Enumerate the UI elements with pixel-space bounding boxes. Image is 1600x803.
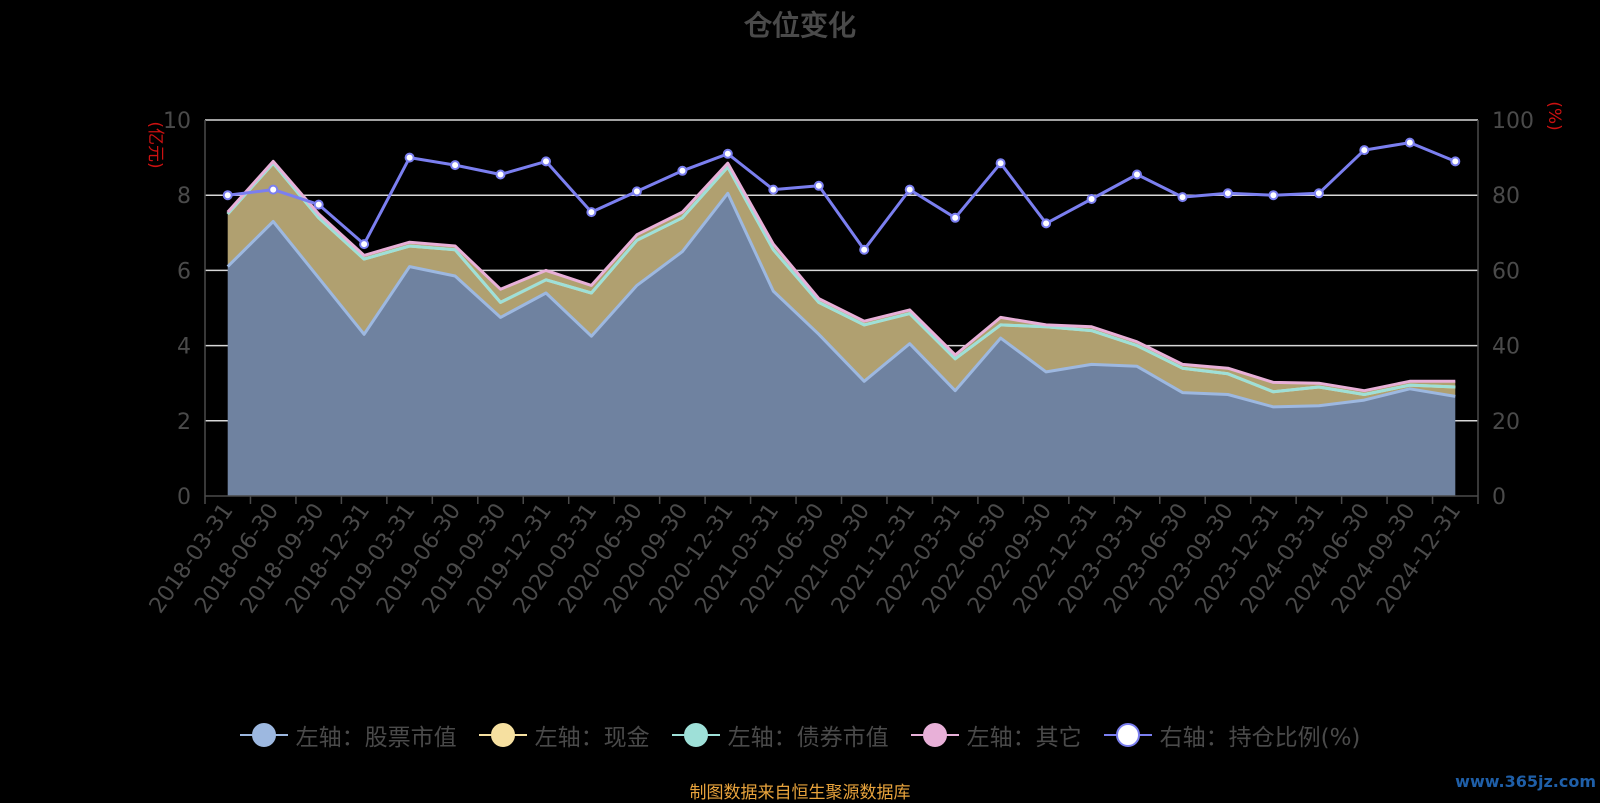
left-tick-label: 2 xyxy=(177,410,191,435)
ratio-point xyxy=(1359,145,1370,156)
left-tick-label: 8 xyxy=(177,184,191,209)
right-axis-unit: (%) xyxy=(1544,101,1564,130)
ratio-point xyxy=(541,156,551,167)
right-tick-label: 100 xyxy=(1492,109,1534,134)
ratio-point xyxy=(1177,192,1188,203)
ratio-point xyxy=(995,158,1006,169)
left-tick-label: 6 xyxy=(177,259,191,284)
chart-title: 仓位变化 xyxy=(743,9,856,42)
ratio-point xyxy=(268,184,279,195)
ratio-point xyxy=(813,180,824,191)
legend-marker-icon xyxy=(1103,722,1152,748)
ratio-point xyxy=(950,212,961,223)
left-tick-label: 10 xyxy=(163,109,191,134)
left-axis-unit: (亿元) xyxy=(145,121,165,168)
stacked-areas xyxy=(226,159,1456,497)
legend-label: 左轴：其它 xyxy=(966,725,1082,751)
area-line-2 xyxy=(226,161,1456,396)
ratio-point xyxy=(1086,194,1097,204)
left-tick-label: 0 xyxy=(177,485,191,510)
ratio-point xyxy=(904,184,915,195)
right-tick-label: 20 xyxy=(1492,410,1520,435)
ratio-point xyxy=(1222,188,1233,199)
legend-item[interactable]: 左轴：现金 xyxy=(478,718,650,752)
legend-item[interactable]: 左轴：股票市值 xyxy=(239,718,457,752)
legend-marker-icon xyxy=(671,722,720,748)
ratio-point xyxy=(450,160,461,171)
legend-marker-icon xyxy=(478,722,527,748)
right-tick-label: 40 xyxy=(1492,335,1520,360)
ratio-point xyxy=(677,165,688,176)
ratio-point xyxy=(1268,190,1279,201)
legend-label: 左轴：现金 xyxy=(534,725,650,751)
area-0 xyxy=(227,193,1456,497)
ratio-point xyxy=(631,186,642,197)
left-tick-label: 4 xyxy=(177,335,191,360)
legend: 左轴：股票市值 左轴：现金 左轴：债券市值 左轴：其它 右轴：持仓比例(%) xyxy=(0,718,1600,752)
legend-label: 左轴：股票市值 xyxy=(295,725,457,751)
ratio-point xyxy=(495,169,506,180)
line-4 xyxy=(227,141,1456,252)
area-1 xyxy=(227,163,1456,407)
legend-item[interactable]: 右轴：持仓比例(%) xyxy=(1103,718,1361,752)
ratio-point xyxy=(859,244,870,255)
watermark: www.365jz.com xyxy=(1455,772,1596,791)
right-tick-label: 80 xyxy=(1492,184,1520,209)
right-tick-label: 60 xyxy=(1492,259,1520,284)
ratio-point xyxy=(1404,137,1415,148)
data-source-note: 制图数据来自恒生聚源数据库 xyxy=(689,783,911,803)
legend-item[interactable]: 左轴：债券市值 xyxy=(671,718,889,752)
ratio-point xyxy=(313,199,324,210)
ratio-point xyxy=(722,148,733,159)
area-line-3 xyxy=(226,159,1456,393)
ratio-point xyxy=(1132,169,1142,180)
ratio-point xyxy=(404,152,415,163)
area-line-0 xyxy=(226,191,1456,409)
ratio-point xyxy=(586,207,597,218)
ratio-point xyxy=(222,190,233,201)
legend-marker-icon xyxy=(910,722,959,748)
ratio-point xyxy=(1313,188,1324,199)
ratio-point xyxy=(359,239,370,250)
legend-marker-icon xyxy=(239,722,288,748)
ratio-point xyxy=(1041,218,1052,229)
legend-item[interactable]: 左轴：其它 xyxy=(910,718,1082,752)
ratio-line xyxy=(222,137,1461,255)
legend-label: 左轴：债券市值 xyxy=(727,725,889,751)
ratio-point xyxy=(768,184,779,195)
ratio-point xyxy=(1450,156,1461,167)
right-tick-label: 0 xyxy=(1492,485,1506,510)
legend-label: 右轴：持仓比例(%) xyxy=(1159,725,1361,751)
